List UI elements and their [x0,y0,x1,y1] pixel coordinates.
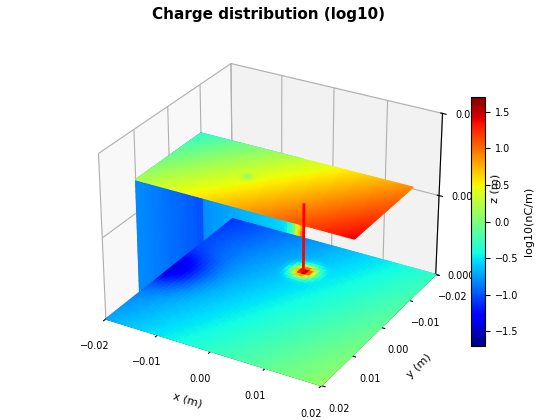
Y-axis label: y (m): y (m) [405,352,433,381]
Title: Charge distribution (log10): Charge distribution (log10) [152,7,385,22]
Y-axis label: log10(nC/m): log10(nC/m) [524,187,534,256]
X-axis label: x (m): x (m) [172,391,204,409]
